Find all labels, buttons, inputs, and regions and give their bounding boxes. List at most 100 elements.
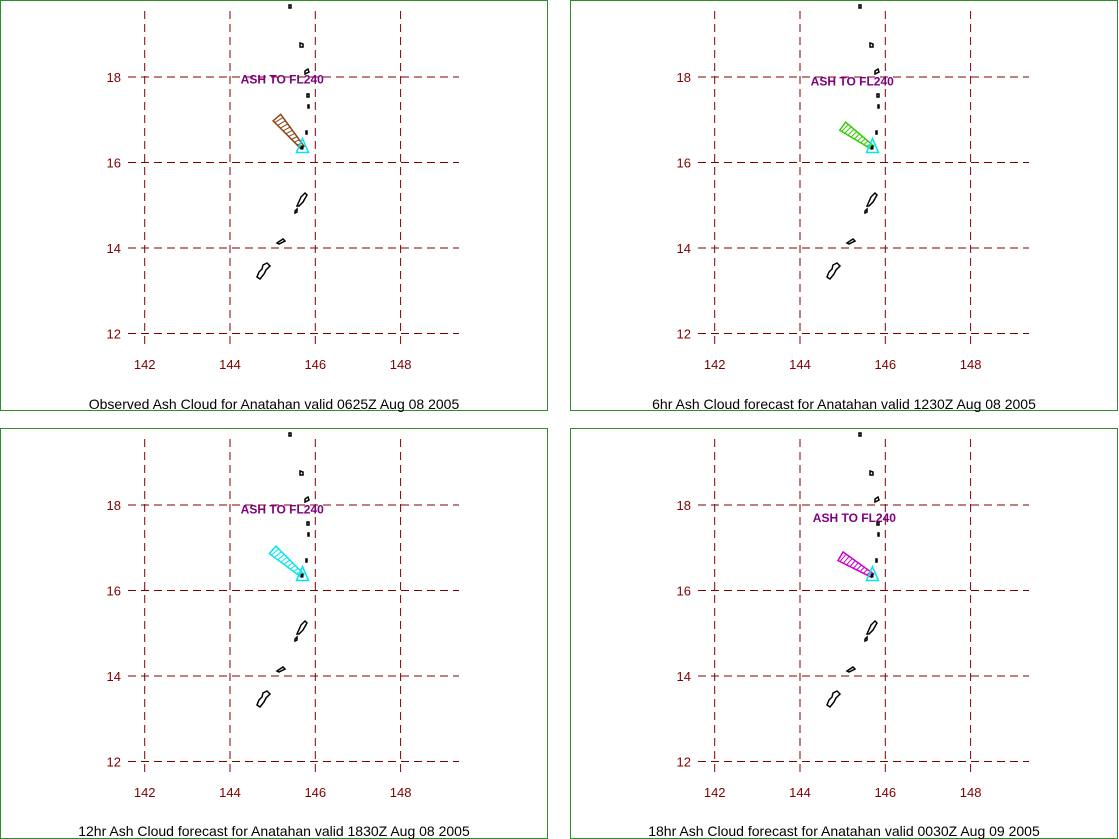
- island-tinian: [294, 207, 298, 215]
- map-panel-observed: 142 144 146 148 18 16 14 12 ASH TO FL240 Observe…: [0, 0, 548, 412]
- island-farallon: [858, 432, 862, 437]
- lon-tick-label: 146: [874, 785, 896, 800]
- panel-caption: Observed Ash Cloud for Anatahan valid 06…: [88, 396, 460, 412]
- anatahan-island: [300, 573, 304, 578]
- ash-cloud-hatching: [271, 548, 302, 575]
- lon-tick-label: 148: [960, 785, 982, 800]
- lon-tick-label: 146: [304, 785, 326, 800]
- island-guam: [826, 262, 842, 281]
- island-saipan: [865, 619, 878, 635]
- island-alamagan: [875, 130, 878, 135]
- lon-tick-label: 144: [219, 357, 241, 372]
- island-saipan: [865, 191, 878, 207]
- lat-tick-label: 12: [107, 755, 121, 770]
- lat-tick-label: 14: [107, 241, 121, 256]
- lat-tick-label: 16: [107, 156, 121, 171]
- island-asuncion: [874, 67, 880, 76]
- island-farallon: [288, 432, 292, 437]
- panel-caption: 12hr Ash Cloud forecast for Anatahan val…: [78, 823, 470, 839]
- island-pagan: [307, 104, 310, 109]
- ash-cloud-hatching: [274, 117, 302, 146]
- volcano-marker-icon: [865, 564, 880, 582]
- island-asuncion: [304, 495, 310, 504]
- ash-height-label: ASH TO FL240: [811, 75, 894, 89]
- volcano-marker-icon: [295, 136, 310, 154]
- map-panel-18hr: 142 144 146 148 18 16 14 12 ASH TO FL240 18hr As…: [570, 428, 1118, 839]
- lat-tick-label: 12: [677, 755, 691, 770]
- volcano-marker-icon: [865, 136, 880, 154]
- island-tinian: [864, 635, 868, 643]
- ash-height-label: ASH TO FL240: [241, 72, 324, 86]
- lon-tick-label: 148: [960, 357, 982, 372]
- lat-tick-label: 18: [107, 498, 121, 513]
- ash-height-label: ASH TO FL240: [813, 511, 896, 525]
- lat-tick-label: 16: [677, 156, 691, 171]
- anatahan-island: [300, 145, 304, 150]
- island-maug: [869, 469, 874, 476]
- lon-tick-label: 148: [390, 785, 412, 800]
- island-guam: [256, 262, 272, 281]
- lon-tick-label: 146: [304, 357, 326, 372]
- lat-tick-label: 14: [677, 241, 691, 256]
- island-guam: [826, 690, 842, 709]
- lat-tick-label: 14: [107, 669, 121, 684]
- lat-tick-label: 16: [677, 584, 691, 599]
- map-canvas: 142 144 146 148 18 16 14 12 ASH TO FL240: [107, 432, 459, 800]
- island-agrihan: [306, 93, 310, 98]
- anatahan-island: [870, 573, 874, 578]
- lon-tick-label: 142: [134, 357, 156, 372]
- island-pagan: [877, 104, 880, 109]
- island-farallon: [288, 4, 292, 9]
- lat-tick-label: 12: [107, 327, 121, 342]
- lon-tick-label: 142: [704, 785, 726, 800]
- island-asuncion: [874, 495, 880, 504]
- lat-tick-label: 14: [677, 669, 691, 684]
- ash-cloud-hatching: [839, 553, 871, 576]
- lat-tick-label: 18: [107, 70, 121, 85]
- lat-tick-label: 18: [677, 70, 691, 85]
- lon-tick-label: 148: [390, 357, 412, 372]
- island-asuncion: [304, 67, 310, 76]
- island-agrihan: [876, 521, 880, 526]
- island-maug: [299, 41, 304, 48]
- island-rota: [845, 666, 857, 673]
- island-rota: [845, 238, 857, 245]
- island-agrihan: [306, 521, 310, 526]
- island-alamagan: [305, 130, 308, 135]
- island-saipan: [295, 191, 308, 207]
- lon-tick-label: 144: [789, 357, 811, 372]
- map-canvas: 142 144 146 148 18 16 14 12 ASH TO FL240: [107, 4, 459, 372]
- lon-tick-label: 142: [704, 357, 726, 372]
- volcano-marker-icon: [295, 564, 310, 582]
- island-pagan: [877, 532, 880, 537]
- ash-cloud-hatching: [841, 124, 872, 147]
- island-tinian: [864, 207, 868, 215]
- lat-tick-label: 18: [677, 498, 691, 513]
- island-maug: [299, 469, 304, 476]
- lat-tick-label: 12: [677, 327, 691, 342]
- island-maug: [869, 41, 874, 48]
- island-agrihan: [876, 93, 880, 98]
- lon-tick-label: 146: [874, 357, 896, 372]
- map-panel-6hr: 142 144 146 148 18 16 14 12 ASH TO FL240 6hr Ash…: [570, 0, 1118, 412]
- map-panel-12hr: 142 144 146 148 18 16 14 12 ASH TO FL240 12hr As…: [0, 428, 548, 839]
- island-pagan: [307, 532, 310, 537]
- island-alamagan: [875, 558, 878, 563]
- panel-caption: 18hr Ash Cloud forecast for Anatahan val…: [648, 823, 1040, 839]
- map-canvas: 142 144 146 148 18 16 14 12 ASH TO FL240: [677, 4, 1029, 372]
- ash-height-label: ASH TO FL240: [241, 503, 324, 517]
- island-tinian: [294, 635, 298, 643]
- anatahan-island: [870, 145, 874, 150]
- island-rota: [275, 666, 287, 673]
- map-canvas: 142 144 146 148 18 16 14 12 ASH TO FL240: [677, 432, 1029, 800]
- island-guam: [256, 690, 272, 709]
- island-saipan: [295, 619, 308, 635]
- lon-tick-label: 142: [134, 785, 156, 800]
- panel-caption: 6hr Ash Cloud forecast for Anatahan vali…: [652, 396, 1036, 412]
- island-farallon: [858, 4, 862, 9]
- island-rota: [275, 238, 287, 245]
- lon-tick-label: 144: [789, 785, 811, 800]
- island-alamagan: [305, 558, 308, 563]
- lat-tick-label: 16: [107, 584, 121, 599]
- lon-tick-label: 144: [219, 785, 241, 800]
